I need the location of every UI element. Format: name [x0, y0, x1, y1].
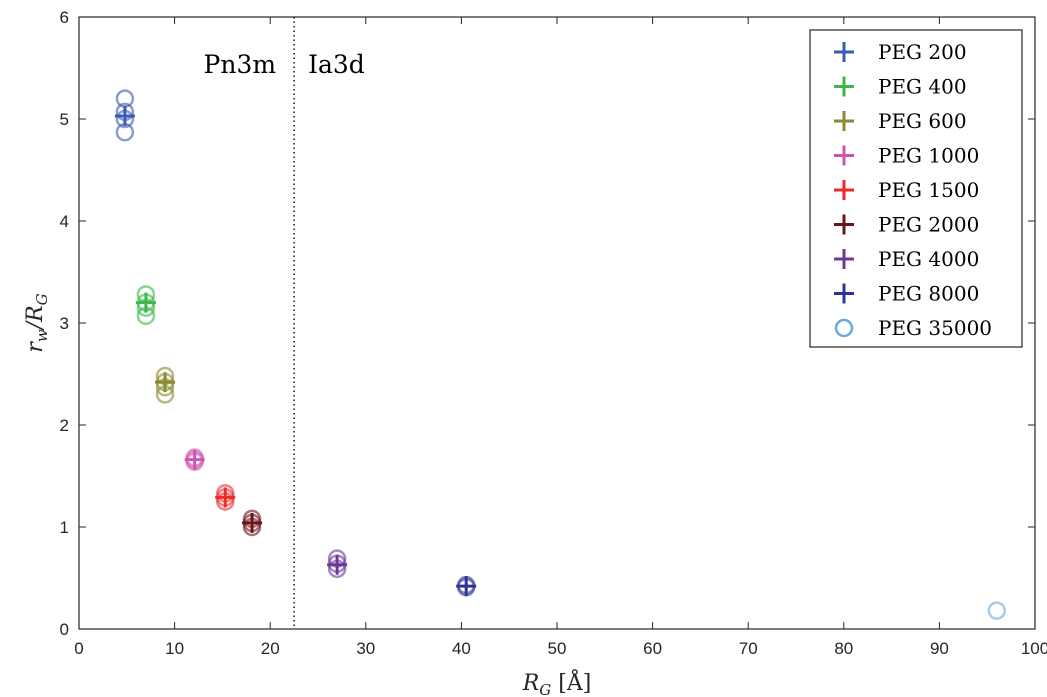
data-point-circle [987, 601, 1007, 620]
axis-ticks: 0 10 20 30 40 50 60 70 80 90 100 0 1 2 3 4 5 6 [60, 8, 1047, 658]
legend-entry-label: PEG 4000 [878, 247, 979, 271]
x-tick-label: 90 [930, 639, 949, 658]
legend: PEG 200 PEG 400 PEG 600 PEG 1000 PEG 1500 PEG… [809, 29, 1023, 348]
x-tick-label: 70 [739, 639, 758, 658]
y-tick-label: 5 [60, 110, 69, 129]
data-marks [114, 89, 1007, 620]
y-tick-label: 3 [60, 314, 69, 333]
legend-entry-label: PEG 2000 [878, 213, 979, 237]
legend-entry-label: PEG 400 [878, 75, 967, 99]
region-label-pn3m: Pn3m [204, 50, 277, 79]
y-axis-label: rw/RG [23, 293, 51, 352]
x-tick-label: 10 [165, 639, 184, 658]
x-axis-label: RG [Å] [522, 668, 592, 697]
region-label-ia3d: Ia3d [308, 50, 365, 79]
legend-entry-label: PEG 35000 [878, 316, 992, 340]
legend-entry-label: PEG 1000 [878, 144, 979, 168]
legend-marker-circle [834, 318, 854, 338]
legend-entry-label: PEG 8000 [878, 282, 979, 306]
y-tick-label: 1 [60, 518, 69, 537]
x-tick-label: 100 [1021, 639, 1047, 658]
legend-entry-label: PEG 1500 [878, 178, 979, 202]
x-tick-label: 20 [261, 639, 280, 658]
legend-entry-label: PEG 200 [878, 40, 967, 64]
x-tick-label: 30 [356, 639, 375, 658]
x-tick-label: 0 [74, 639, 83, 658]
x-tick-label: 40 [452, 639, 471, 658]
y-tick-label: 0 [60, 620, 69, 639]
legend-entry-label: PEG 600 [878, 109, 967, 133]
x-tick-label: 80 [834, 639, 853, 658]
y-tick-label: 4 [60, 212, 69, 231]
x-tick-label: 50 [548, 639, 567, 658]
x-tick-label: 60 [643, 639, 662, 658]
y-tick-label: 6 [60, 8, 69, 27]
y-tick-label: 2 [60, 416, 69, 435]
